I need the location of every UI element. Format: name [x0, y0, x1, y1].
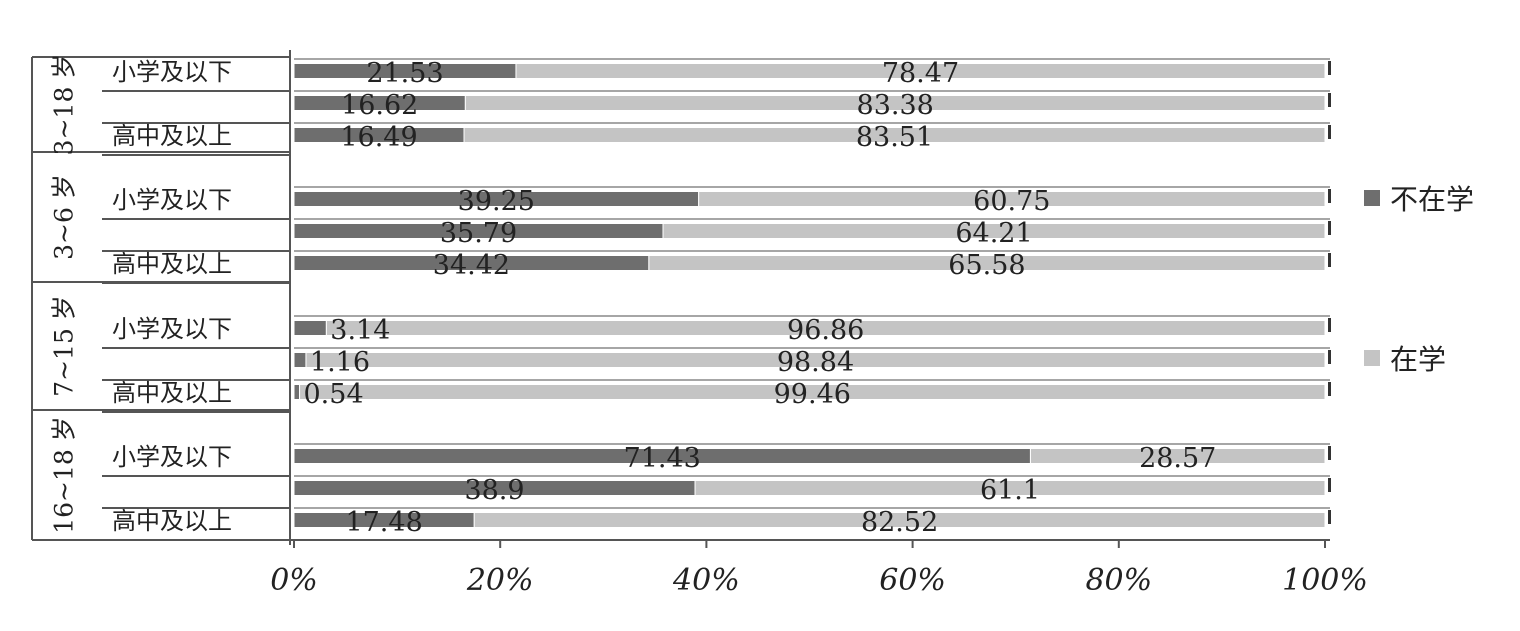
value-label: 28.57 [1139, 443, 1216, 474]
bar-end-mark [1328, 221, 1331, 235]
bar-segment-not-enrolled [293, 352, 307, 368]
bar-segment-enrolled [698, 191, 1326, 207]
value-label: 83.38 [857, 90, 934, 121]
value-label: 65.58 [948, 250, 1025, 281]
legend-label: 在学 [1390, 343, 1446, 376]
value-label: 83.51 [856, 122, 933, 153]
category-label: 小学及以下 [112, 186, 232, 214]
category-label: 高中及以上 [112, 122, 232, 150]
category-label: 小学及以下 [112, 443, 232, 471]
bar-end-mark [1328, 350, 1331, 364]
bar-end-mark [1328, 446, 1331, 460]
bar-end-mark [1328, 189, 1331, 203]
group-label: 3~6 岁 [50, 174, 79, 260]
value-label: 34.42 [433, 250, 510, 281]
legend-label: 不在学 [1390, 183, 1474, 216]
value-label: 1.16 [310, 347, 370, 378]
value-label: 17.48 [345, 507, 422, 538]
bar-segment-enrolled [515, 63, 1326, 79]
value-label: 99.46 [774, 379, 851, 410]
group-label: 16~18 岁 [50, 416, 79, 534]
x-tick-label: 60% [879, 563, 946, 598]
legend-swatch [1364, 350, 1380, 366]
bar-end-mark [1328, 318, 1331, 332]
group-label: 7~15 岁 [50, 295, 79, 397]
x-axis: 0% 20% 40% 60% 80% 100% [270, 540, 1368, 598]
bar-segment-enrolled [305, 352, 1326, 368]
bar-segment-enrolled [464, 95, 1326, 111]
value-label: 16.49 [340, 122, 417, 153]
group-label: 3~18 岁 [50, 54, 79, 156]
value-label: 96.86 [787, 315, 864, 346]
bar-end-mark [1328, 382, 1331, 396]
x-tick-label: 80% [1085, 563, 1152, 598]
x-tick-label: 40% [672, 563, 740, 598]
value-label: 3.14 [330, 315, 390, 346]
bar-end-mark [1328, 510, 1331, 524]
bar-segment-enrolled [325, 320, 1326, 336]
bar-end-mark [1328, 125, 1331, 139]
bar-segment-not-enrolled [293, 384, 301, 400]
value-label: 82.52 [861, 507, 938, 538]
value-label: 64.21 [955, 218, 1032, 249]
value-label: 78.47 [882, 58, 959, 89]
x-tick-label: 20% [466, 563, 534, 598]
bar-segment-enrolled [463, 127, 1326, 143]
category-label: 高中及以上 [112, 250, 232, 278]
legend-swatch [1364, 190, 1380, 206]
value-label: 35.79 [440, 218, 517, 249]
x-tick-label: 0% [270, 563, 318, 598]
value-label: 61.1 [980, 475, 1040, 506]
bar-segment-enrolled [694, 480, 1326, 496]
bar-segment-enrolled [473, 512, 1326, 528]
value-label: 38.9 [464, 475, 524, 506]
category-label: 小学及以下 [112, 58, 232, 86]
category-label: 高中及以上 [112, 379, 232, 407]
value-label: 71.43 [624, 443, 701, 474]
bar-segment-enrolled [299, 384, 1326, 400]
value-label: 0.54 [304, 379, 364, 410]
bar-segment-enrolled [1029, 448, 1326, 464]
bar-end-mark [1328, 61, 1331, 75]
bar-segment-not-enrolled [293, 320, 327, 336]
value-label: 60.75 [973, 186, 1050, 217]
value-label: 21.53 [366, 58, 443, 89]
bar-layer [293, 58, 1331, 528]
bar-segment-enrolled [648, 255, 1326, 271]
label-layer: 3~18 岁小学及以下 21.53 78.4716.62 83.38高中及以上 16.4… [50, 54, 1217, 538]
x-tick-label: 100% [1282, 563, 1368, 598]
bar-end-mark [1328, 253, 1331, 267]
bar-segment-enrolled [662, 223, 1326, 239]
value-label: 16.62 [341, 90, 418, 121]
bar-end-mark [1328, 93, 1331, 107]
bar-end-mark [1328, 478, 1331, 492]
chart-frame [31, 50, 1330, 545]
category-label: 小学及以下 [112, 315, 232, 343]
value-label: 98.84 [777, 347, 854, 378]
category-label: 高中及以上 [112, 507, 232, 535]
value-label: 39.25 [458, 186, 535, 217]
